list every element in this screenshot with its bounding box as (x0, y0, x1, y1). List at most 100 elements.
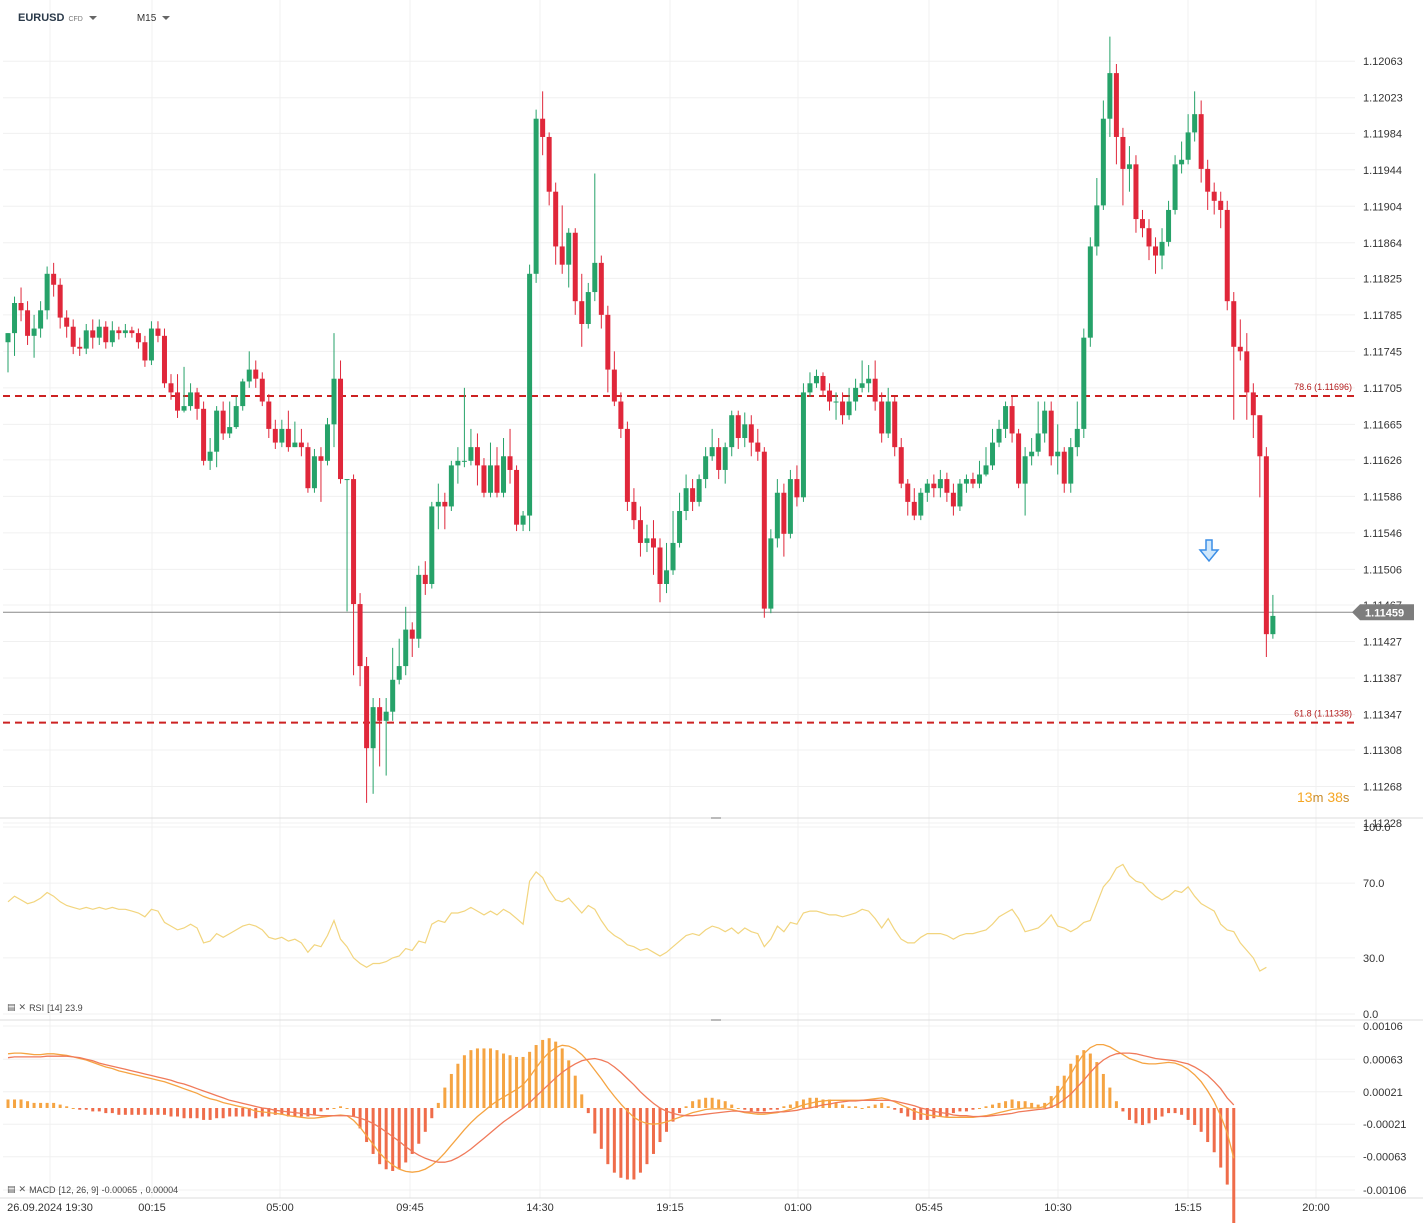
candle-bull[interactable] (246, 369, 252, 382)
candle-bear[interactable] (135, 333, 141, 343)
candle-bull[interactable] (1270, 615, 1276, 635)
candle-bear[interactable] (1153, 246, 1159, 256)
candle-bear[interactable] (25, 310, 31, 336)
candle-bear[interactable] (305, 447, 311, 489)
candle-bull[interactable] (683, 488, 689, 511)
candle-bear[interactable] (735, 415, 741, 439)
candle-bear[interactable] (1198, 114, 1204, 169)
candle-bear[interactable] (892, 401, 898, 448)
candle-bear[interactable] (1205, 168, 1211, 192)
candle-bear[interactable] (155, 328, 161, 336)
candle-bull[interactable] (677, 511, 683, 543)
candle-bear[interactable] (1250, 392, 1256, 416)
candle-bull[interactable] (214, 410, 220, 452)
candle-bull[interactable] (122, 330, 128, 334)
candle-bear[interactable] (1016, 433, 1022, 484)
candle-bull[interactable] (207, 451, 213, 461)
candle-bear[interactable] (872, 378, 878, 402)
candle-bull[interactable] (859, 383, 865, 388)
candle-bear[interactable] (201, 408, 207, 461)
candle-bear[interactable] (318, 456, 324, 461)
candle-bull[interactable] (996, 428, 1002, 443)
candle-bull[interactable] (233, 406, 239, 428)
candle-bull[interactable] (370, 707, 376, 749)
candle-bull[interactable] (38, 310, 44, 329)
candle-bull[interactable] (83, 330, 89, 349)
candle-bull[interactable] (1042, 410, 1048, 434)
candle-bull[interactable] (1003, 406, 1009, 429)
candle-bear[interactable] (474, 447, 480, 466)
candle-bull[interactable] (520, 515, 526, 525)
candle-bear[interactable] (1218, 200, 1224, 210)
candle-bear[interactable] (1244, 351, 1250, 393)
candle-bear[interactable] (1146, 228, 1152, 247)
candle-bull[interactable] (44, 273, 50, 311)
candle-bull[interactable] (227, 427, 233, 434)
candle-bull[interactable] (1029, 451, 1035, 457)
candle-bear[interactable] (898, 447, 904, 484)
candle-bear[interactable] (1048, 410, 1054, 457)
candle-bear[interactable] (1211, 191, 1217, 201)
candle-bear[interactable] (1224, 209, 1230, 302)
candle-bull[interactable] (1126, 164, 1132, 169)
candle-bull[interactable] (396, 666, 402, 680)
pane-resize-handle[interactable] (711, 1019, 721, 1021)
candle-bear[interactable] (194, 392, 200, 409)
candle-bull[interactable] (729, 415, 735, 448)
candle-bull[interactable] (487, 465, 493, 493)
candle-bull[interactable] (403, 629, 409, 667)
candle-bull[interactable] (1022, 456, 1028, 484)
candle-bear[interactable] (364, 666, 370, 749)
candle-bull[interactable] (742, 424, 748, 439)
candle-bear[interactable] (175, 392, 181, 411)
candle-bull[interactable] (853, 387, 859, 402)
candle-bull[interactable] (1068, 447, 1074, 484)
candle-bear[interactable] (572, 232, 578, 302)
candle-bull[interactable] (448, 465, 454, 507)
candle-bull[interactable] (1185, 132, 1191, 160)
candle-bear[interactable] (57, 284, 63, 318)
candle-bear[interactable] (514, 469, 520, 525)
candle-bear[interactable] (409, 629, 415, 639)
symbol-dropdown-icon[interactable] (88, 16, 97, 20)
candle-bull[interactable] (722, 447, 728, 470)
candle-bull[interactable] (1179, 159, 1185, 165)
candle-bear[interactable] (950, 492, 956, 507)
candle-bull[interactable] (344, 479, 350, 481)
candle-bear[interactable] (90, 330, 96, 338)
candle-bull[interactable] (696, 479, 702, 502)
candle-bull[interactable] (1081, 337, 1087, 429)
candle-bull[interactable] (455, 460, 461, 466)
candle-bear[interactable] (1257, 415, 1263, 457)
candle-bear[interactable] (142, 342, 148, 361)
close-x-icon[interactable]: ✕ (18, 1184, 27, 1194)
candle-bear[interactable] (716, 447, 722, 470)
candle-bear[interactable] (1263, 456, 1269, 635)
candle-bear[interactable] (761, 451, 767, 609)
candle-bear[interactable] (285, 428, 291, 448)
candle-bull[interactable] (566, 232, 572, 265)
candle-bear[interactable] (598, 262, 604, 315)
candle-bull[interactable] (148, 328, 154, 361)
candle-bear[interactable] (794, 479, 800, 498)
candle-bear[interactable] (129, 330, 135, 334)
candle-bear[interactable] (579, 301, 585, 324)
candle-bear[interactable] (631, 501, 637, 521)
candle-bull[interactable] (937, 479, 943, 489)
candle-bear[interactable] (507, 456, 513, 470)
candle-bull[interactable] (1172, 164, 1178, 210)
candle-bull[interactable] (1166, 209, 1172, 242)
candle-bear[interactable] (540, 118, 546, 137)
candle-bull[interactable] (885, 401, 891, 434)
candle-bull[interactable] (468, 447, 474, 461)
candle-bear[interactable] (905, 483, 911, 502)
candle-bull[interactable] (1100, 118, 1106, 206)
candle-bull[interactable] (670, 542, 676, 571)
candle-bear[interactable] (611, 369, 617, 402)
candle-bull[interactable] (664, 570, 670, 584)
candle-bear[interactable] (820, 375, 826, 391)
candle-bull[interactable] (768, 538, 774, 609)
candle-bear[interactable] (1133, 164, 1139, 220)
candle-bear[interactable] (748, 424, 754, 443)
candle-bear[interactable] (422, 574, 428, 584)
